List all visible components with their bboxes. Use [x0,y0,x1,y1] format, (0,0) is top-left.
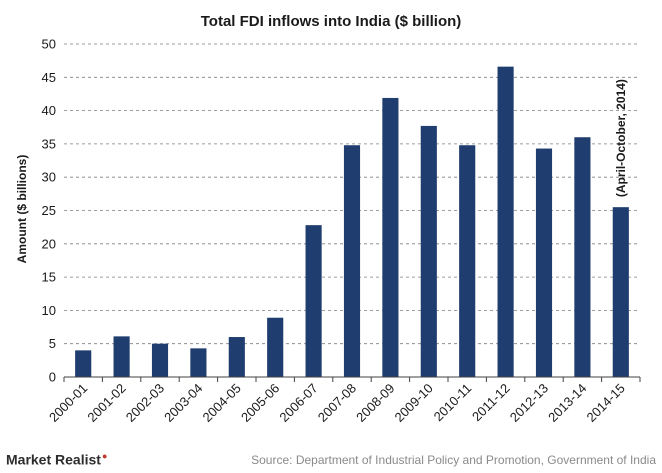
chart-title: Total FDI inflows into India ($ billion) [201,13,462,30]
x-tick-label-2013-14: 2013-14 [545,381,589,425]
x-tick-label-2007-08: 2007-08 [315,381,359,425]
x-tick-label-2011-12: 2011-12 [469,381,513,425]
y-tick-labels: 0 5 10 15 20 25 30 35 40 45 50 [42,37,56,385]
brand-logo: Market Realist● [6,451,107,468]
bar-2012-13 [535,148,553,377]
x-tick-label-2012-13: 2012-13 [507,381,551,425]
bar-2007-08 [343,145,361,377]
x-tick-labels: 2000-012001-022002-032003-042004-052005-… [46,381,628,425]
x-tick-label-2001-02: 2001-02 [84,381,128,425]
bar-2006-07 [305,225,322,377]
bar-2003-04 [190,348,207,377]
x-tick-label-2009-10: 2009-10 [392,381,436,425]
bar-2009-10 [420,125,437,377]
annotation-2014-15: (April-October, 2014) [614,79,628,197]
bar-2014-15 [612,207,629,377]
x-tick-label-2008-09: 2008-09 [353,381,397,425]
y-tick-label-5: 5 [49,336,56,351]
bar-2013-14 [574,137,591,377]
y-tick-label-0: 0 [49,370,56,385]
brand-name: Market Realist [6,451,101,468]
y-tick-label-20: 20 [42,236,56,251]
bar-2004-05 [228,337,245,377]
y-tick-label-30: 30 [42,170,56,185]
annotations: (April-October, 2014) [614,79,628,197]
x-tick-label-2000-01: 2000-01 [46,381,90,425]
bar-2000-01 [75,350,92,377]
x-tick-label-2003-04: 2003-04 [161,381,205,425]
x-tick-label-2004-05: 2004-05 [200,381,244,425]
x-tick-label-2005-06: 2005-06 [238,381,282,425]
brand-dot-icon: ● [101,451,108,461]
y-tick-label-10: 10 [42,303,56,318]
y-tick-label-15: 15 [42,270,56,285]
x-tick-label-2002-03: 2002-03 [123,381,167,425]
x-tick-label-2014-15: 2014-15 [584,381,628,425]
bar-2001-02 [113,336,130,377]
source-note: Source: Department of Industrial Policy … [251,453,656,467]
y-tick-label-45: 45 [42,70,56,85]
y-tick-label-25: 25 [42,203,56,218]
bar-2005-06 [267,317,284,377]
bar-2010-11 [459,145,476,377]
y-tick-label-35: 35 [42,136,56,151]
y-axis-label: Amount ($ billions) [15,155,29,264]
y-tick-label-40: 40 [42,103,56,118]
bars [75,66,629,378]
y-tick-label-50: 50 [42,37,56,52]
bar-2002-03 [151,343,169,377]
x-axis [63,376,641,382]
bar-2011-12 [497,66,514,378]
x-tick-label-2006-07: 2006-07 [276,381,320,425]
x-tick-label-2010-11: 2010-11 [431,381,475,425]
bar-2008-09 [382,97,399,378]
